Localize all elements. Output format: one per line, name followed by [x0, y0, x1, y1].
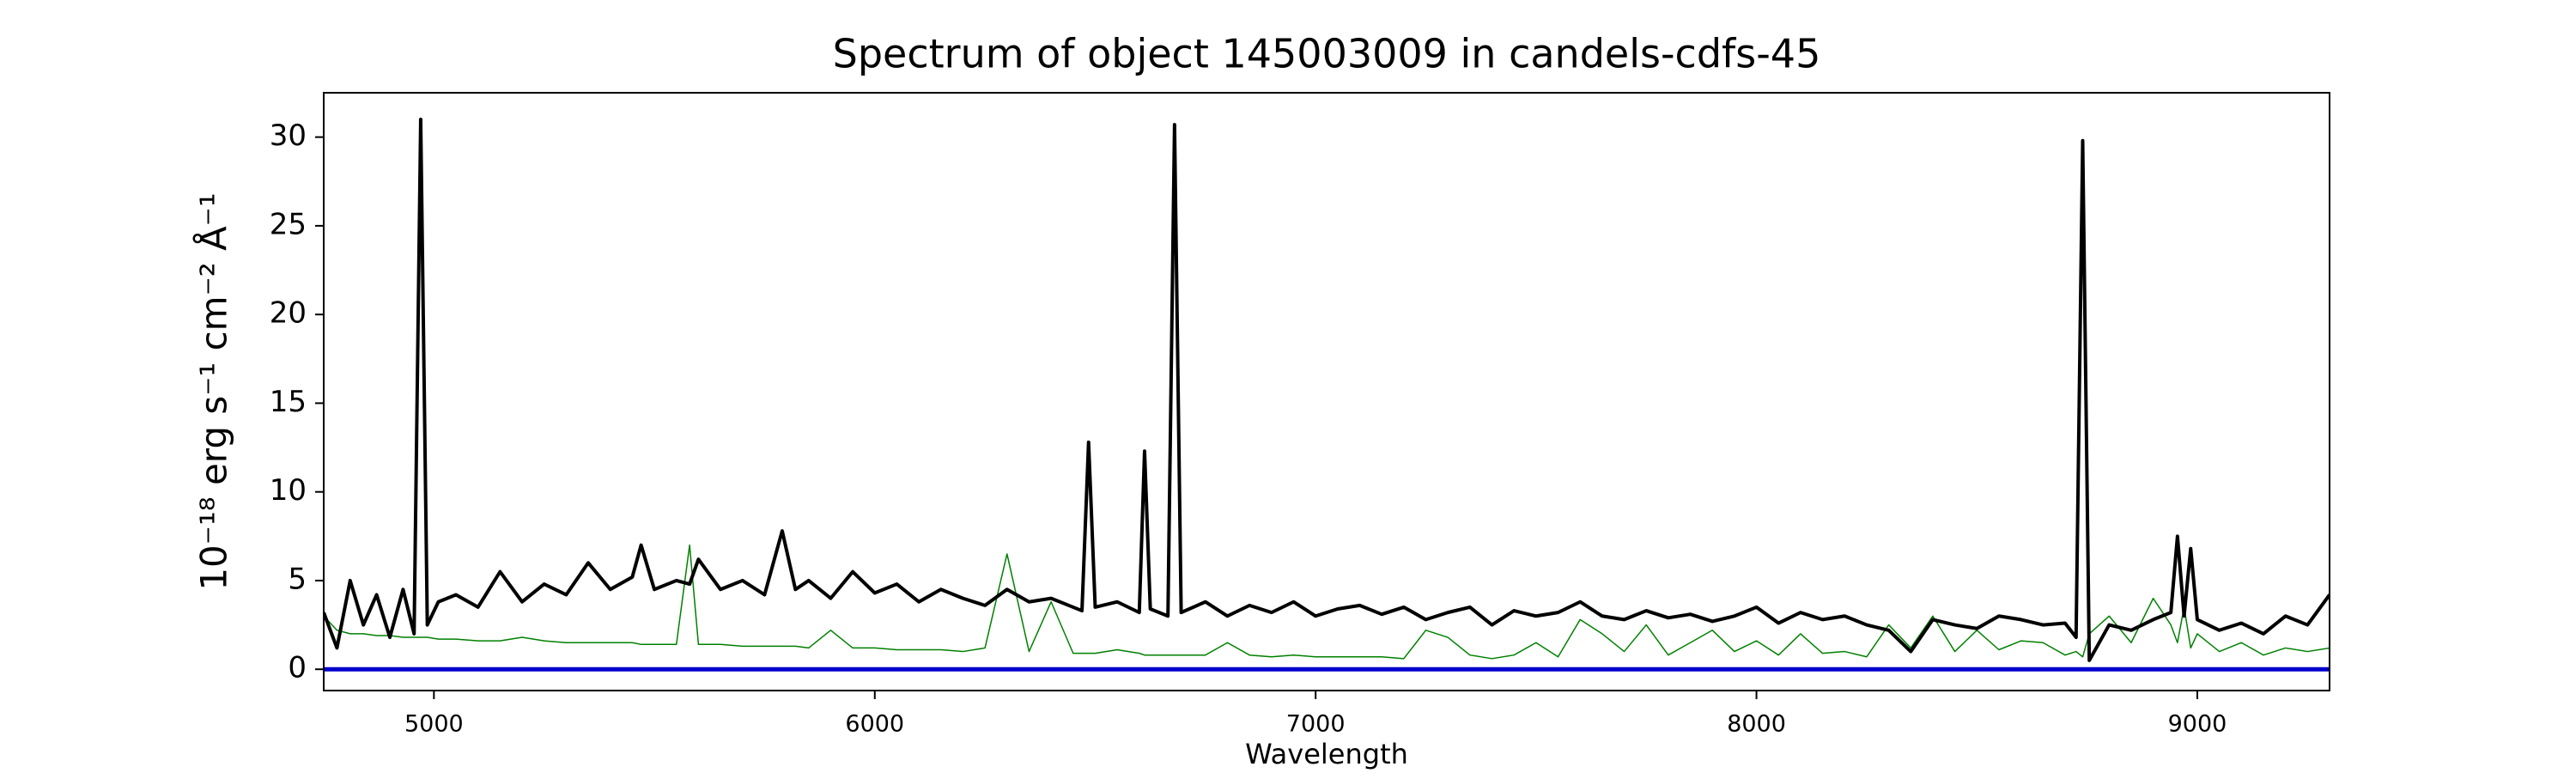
- y-tick-label: 15: [270, 385, 307, 419]
- y-tick-label: 10: [270, 473, 307, 508]
- y-tick-label: 25: [270, 207, 307, 241]
- x-axis-label: Wavelength: [1245, 738, 1408, 770]
- y-tick-label: 5: [288, 562, 307, 596]
- x-tick-label: 7000: [1286, 711, 1346, 738]
- x-tick-label: 9000: [2168, 711, 2227, 738]
- y-tick-label: 0: [288, 651, 307, 685]
- plot-frame: [323, 92, 2330, 691]
- x-tick-label: 8000: [1727, 711, 1786, 738]
- spectrum-line: [324, 544, 2330, 660]
- chart-title: Spectrum of object 145003009 in candels-…: [833, 31, 1821, 77]
- y-tick-label: 30: [270, 119, 307, 153]
- spectrum-line: [324, 117, 2330, 662]
- y-tick-label: 20: [270, 296, 307, 331]
- x-tick-label: 5000: [404, 711, 464, 738]
- y-axis-label: 10⁻¹⁸ erg s⁻¹ cm⁻² Å⁻¹: [192, 192, 235, 590]
- x-tick-label: 6000: [845, 711, 904, 738]
